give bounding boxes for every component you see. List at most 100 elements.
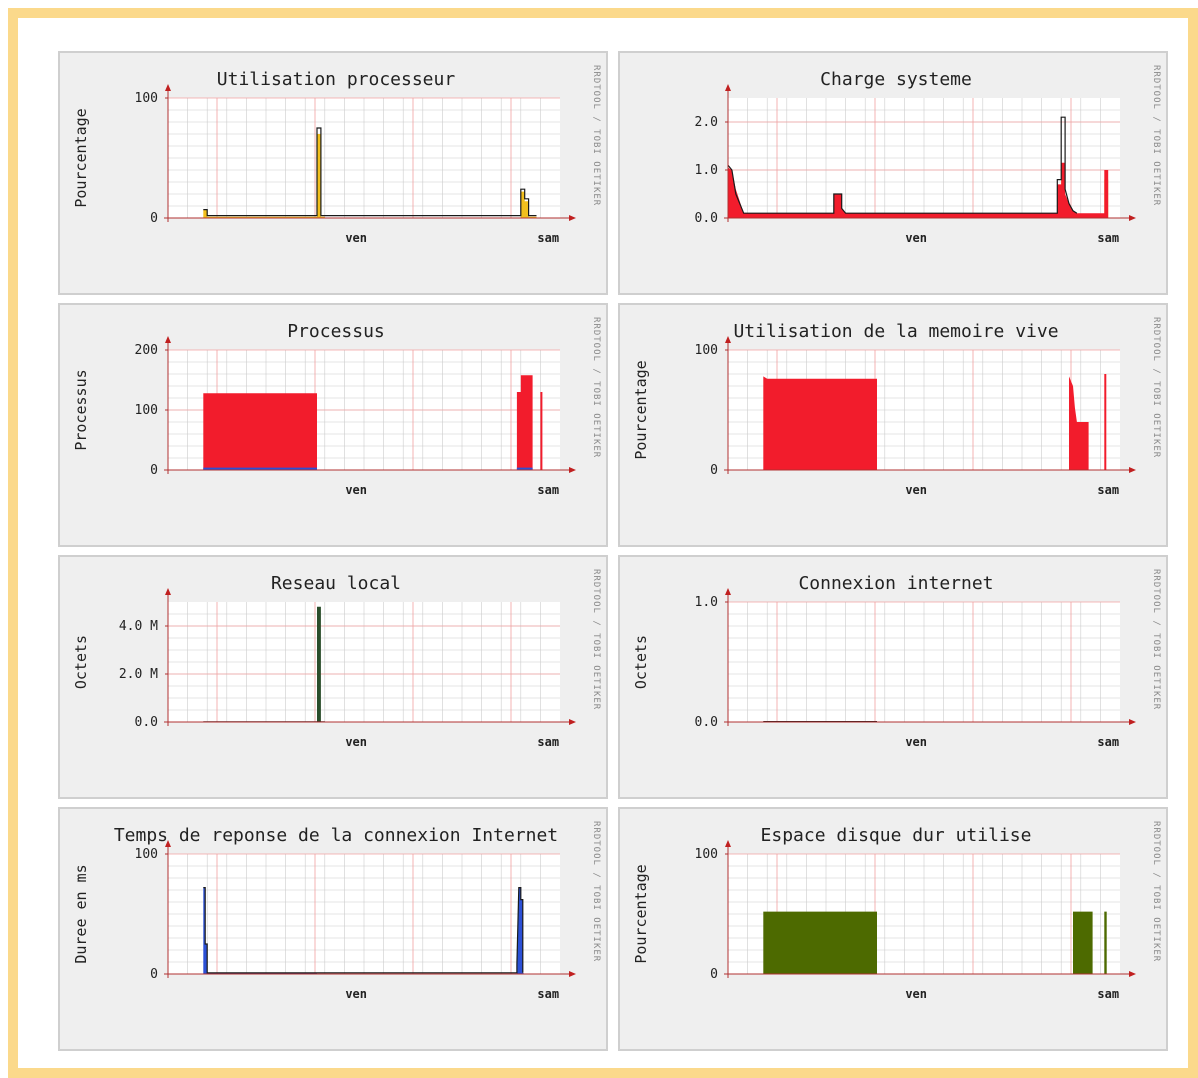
- y-tick-label: 2.0: [695, 115, 718, 130]
- graph-title: Utilisation de la memoire vive: [733, 321, 1058, 342]
- x-tick-label: sam: [537, 735, 559, 749]
- x-tick-label: sam: [1097, 231, 1119, 245]
- y-axis-label: Pourcentage: [632, 864, 650, 963]
- load-graph: 0.0 1.0 2.0 ven sam Charge systeme RRDTOOL / T…: [618, 51, 1168, 295]
- x-tick-label: ven: [345, 231, 367, 245]
- x-tick-label: ven: [345, 735, 367, 749]
- x-axis-arrow: [569, 719, 576, 725]
- x-axis-arrow: [1129, 215, 1136, 221]
- y-tick-label: 0.0: [695, 211, 718, 226]
- x-tick-label: sam: [537, 987, 559, 1001]
- y-axis-arrow: [165, 336, 171, 343]
- rrdtool-watermark: RRDTOOL / TOBI OETIKER: [1151, 569, 1161, 710]
- y-axis-arrow: [165, 588, 171, 595]
- y-tick-label: 0: [150, 463, 158, 478]
- x-axis-arrow: [1129, 467, 1136, 473]
- graph-title: Connexion internet: [798, 573, 993, 594]
- x-tick-label: sam: [1097, 735, 1119, 749]
- y-tick-label: 0: [710, 967, 718, 982]
- area-series: [317, 606, 321, 722]
- x-tick-label: ven: [905, 735, 927, 749]
- x-tick-label: sam: [1097, 483, 1119, 497]
- x-tick-label: ven: [905, 231, 927, 245]
- internet-graph: 0.0 1.0 ven sam Connexion internet Octets RRDT…: [618, 555, 1168, 799]
- area-series: [728, 162, 1109, 218]
- y-axis-label: Octets: [72, 635, 90, 689]
- y-axis-label: Pourcentage: [632, 360, 650, 459]
- graph-title: Processus: [287, 321, 385, 342]
- disk-graph: 0 100 ven sam Espace disque dur utilise Pourc…: [618, 807, 1168, 1051]
- graph-title: Reseau local: [271, 573, 401, 594]
- y-axis-arrow: [725, 84, 731, 91]
- y-axis-arrow: [725, 840, 731, 847]
- graph-title: Utilisation processeur: [217, 69, 456, 90]
- x-axis-arrow: [1129, 971, 1136, 977]
- y-tick-label: 200: [135, 343, 158, 358]
- line-series: [727, 116, 1078, 214]
- rrdtool-watermark: RRDTOOL / TOBI OETIKER: [1151, 65, 1161, 206]
- graph-title: Temps de reponse de la connexion Interne…: [114, 825, 558, 846]
- page-border: 0 100 ven sam Utilisation processeur Pourcent…: [8, 8, 1198, 1078]
- y-tick-label: 0.0: [135, 715, 158, 730]
- rrdtool-watermark: RRDTOOL / TOBI OETIKER: [1151, 317, 1161, 458]
- cpu-graph: 0 100 ven sam Utilisation processeur Pourcent…: [58, 51, 608, 295]
- y-tick-label: 2.0 M: [119, 667, 158, 682]
- x-tick-label: ven: [345, 483, 367, 497]
- x-tick-label: sam: [537, 231, 559, 245]
- y-tick-label: 1.0: [695, 163, 718, 178]
- graph-svg: 0.0 2.0 M 4.0 M ven sam Reseau local Octets RRD…: [72, 569, 601, 749]
- rrdtool-watermark: RRDTOOL / TOBI OETIKER: [591, 821, 601, 962]
- graph-title: Charge systeme: [820, 69, 972, 90]
- lan-graph: 0.0 2.0 M 4.0 M ven sam Reseau local Octets RRD…: [58, 555, 608, 799]
- graph-svg: 0 100 ven sam Espace disque dur utilise Pourc…: [632, 821, 1161, 1001]
- graph-svg: 0 100 ven sam Utilisation de la memoire vive…: [632, 317, 1161, 497]
- y-tick-label: 1.0: [695, 595, 718, 610]
- x-axis-arrow: [569, 467, 576, 473]
- x-tick-label: ven: [345, 987, 367, 1001]
- x-tick-label: sam: [1097, 987, 1119, 1001]
- rrdtool-watermark: RRDTOOL / TOBI OETIKER: [591, 569, 601, 710]
- graph-svg: 0 100 ven sam Utilisation processeur Pourcent…: [72, 65, 601, 245]
- x-tick-label: ven: [905, 483, 927, 497]
- graph-svg: 0.0 1.0 ven sam Connexion internet Octets RRDT…: [632, 569, 1161, 749]
- y-tick-label: 100: [695, 343, 718, 358]
- y-axis-arrow: [725, 588, 731, 595]
- rrdtool-watermark: RRDTOOL / TOBI OETIKER: [1151, 821, 1161, 962]
- y-tick-label: 4.0 M: [119, 619, 158, 634]
- area-series: [763, 911, 1107, 974]
- y-axis-arrow: [165, 840, 171, 847]
- x-axis-arrow: [1129, 719, 1136, 725]
- line-series: [203, 886, 524, 974]
- y-tick-label: 100: [135, 403, 158, 418]
- y-tick-label: 0: [150, 211, 158, 226]
- line-series: [203, 127, 537, 217]
- y-tick-label: 0: [710, 463, 718, 478]
- y-axis-label: Pourcentage: [72, 108, 90, 207]
- memory-graph: 0 100 ven sam Utilisation de la memoire vive…: [618, 303, 1168, 547]
- y-tick-label: 0: [150, 967, 158, 982]
- area-series: [203, 375, 543, 470]
- y-tick-label: 100: [135, 91, 158, 106]
- x-axis-arrow: [569, 971, 576, 977]
- y-axis-arrow: [165, 84, 171, 91]
- y-tick-label: 100: [135, 847, 158, 862]
- y-axis-arrow: [725, 336, 731, 343]
- y-axis-label: Duree en ms: [72, 864, 90, 963]
- rrdtool-watermark: RRDTOOL / TOBI OETIKER: [591, 317, 601, 458]
- processes-graph: 0 100 200 ven sam Processus Processus RRDTOOL /…: [58, 303, 608, 547]
- graph-title: Espace disque dur utilise: [761, 825, 1032, 846]
- x-tick-label: ven: [905, 987, 927, 1001]
- graph-svg: 0.0 1.0 2.0 ven sam Charge systeme RRDTOOL / T…: [695, 65, 1161, 245]
- area-series: [203, 467, 533, 470]
- rrdtool-watermark: RRDTOOL / TOBI OETIKER: [591, 65, 601, 206]
- y-axis-label: Octets: [632, 635, 650, 689]
- y-tick-label: 100: [695, 847, 718, 862]
- graph-svg: 0 100 200 ven sam Processus Processus RRDTOOL /…: [72, 317, 601, 497]
- x-tick-label: sam: [537, 483, 559, 497]
- ping-graph: 0 100 ven sam Temps de reponse de la connexi…: [58, 807, 608, 1051]
- x-axis-arrow: [569, 215, 576, 221]
- graph-svg: 0 100 ven sam Temps de reponse de la connexi…: [72, 821, 601, 1001]
- y-tick-label: 0.0: [695, 715, 718, 730]
- y-axis-label: Processus: [72, 369, 90, 450]
- area-series: [763, 374, 1107, 470]
